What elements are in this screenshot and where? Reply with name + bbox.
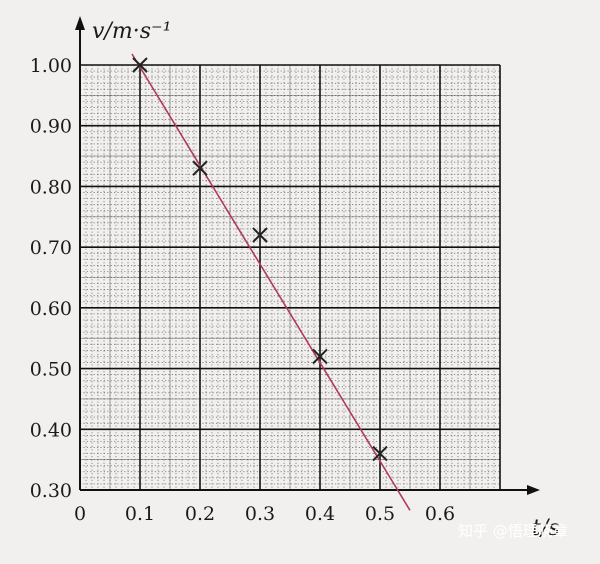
- y-tick-label: 0.50: [30, 359, 72, 381]
- axis-titles: v/m·s⁻¹ t/s: [92, 19, 560, 541]
- x-tick-label: 0.6: [425, 503, 455, 525]
- y-tick-label: 0.70: [30, 237, 72, 259]
- data-point: [312, 348, 328, 365]
- x-tick-label: 0.4: [305, 503, 335, 525]
- data-point-stroke: [192, 160, 208, 176]
- x-tick-label: 0.2: [185, 503, 215, 525]
- data-point-stroke: [312, 348, 328, 365]
- y-axis-arrow: [75, 16, 85, 30]
- y-tick-label: 1.00: [30, 55, 72, 77]
- y-tick-label: 0.60: [30, 298, 72, 320]
- data-point-stroke: [132, 57, 148, 73]
- x-tick-label: 0: [74, 503, 86, 525]
- x-tick-label: 0.3: [245, 503, 275, 525]
- y-tick-label: 0.90: [30, 116, 72, 138]
- data-point: [252, 227, 268, 243]
- data-point: [132, 57, 148, 73]
- x-tick-label: 0.5: [365, 503, 395, 525]
- tick-labels: 0.30 0.40 0.50 0.60 0.70 0.80 0.90 1.00 0 0.1 0.2 0…: [30, 55, 455, 525]
- fit-line: [131, 53, 411, 511]
- data-point-stroke: [372, 445, 388, 462]
- axes: [75, 16, 540, 495]
- watermark: 知乎 @悟理晓章: [458, 522, 568, 540]
- data-point: [372, 445, 388, 462]
- data-points: [132, 57, 388, 462]
- y-axis-label: v/m·s⁻¹: [92, 19, 171, 44]
- grid: [79, 64, 501, 491]
- y-tick-label: 0.80: [30, 176, 72, 198]
- y-tick-label: 0.40: [30, 419, 72, 441]
- x-axis-arrow: [527, 485, 540, 495]
- fit-line-group: [131, 53, 411, 511]
- data-point-stroke: [252, 227, 268, 243]
- x-tick-label: 0.1: [125, 503, 155, 525]
- y-tick-label: 0.30: [30, 480, 72, 502]
- watermark-group: 知乎 @悟理晓章: [458, 522, 568, 540]
- data-point: [192, 160, 208, 176]
- x-axis-label: t/s: [532, 516, 560, 541]
